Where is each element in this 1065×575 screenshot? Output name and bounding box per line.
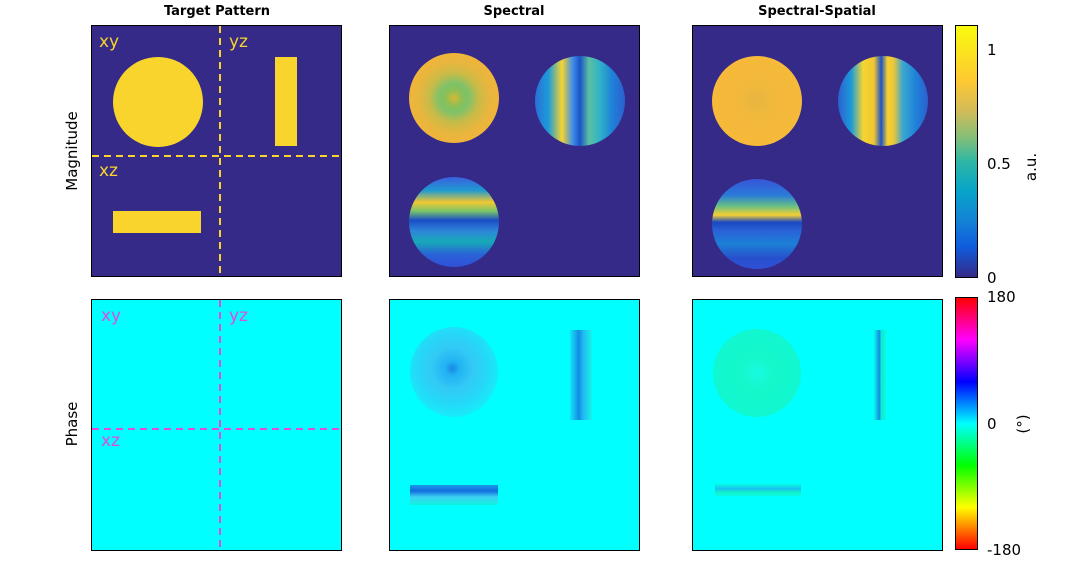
quadrant-label-yz: yz xyxy=(229,32,248,52)
phase-quadrant-label-yz: yz xyxy=(229,306,248,326)
quadrant-label-xy: xy xyxy=(99,32,120,52)
column-title-target: Target Pattern xyxy=(163,4,271,19)
magnitude-tick-0: 0 xyxy=(987,269,997,287)
target-magnitude-panel: xy yz xz xyxy=(91,25,342,277)
spectral-spatial-magnitude-panel xyxy=(692,25,943,277)
phase-tick-180: 180 xyxy=(987,288,1016,306)
column-title-spectral: Spectral xyxy=(483,4,545,19)
target-phase-panel: xy yz xz xyxy=(91,299,342,551)
row-label-phase: Phase xyxy=(63,401,81,447)
phase-unit-label: (°) xyxy=(1014,414,1032,434)
spectral-spatial-phase-panel xyxy=(692,299,943,551)
phase-quadrant-label-xy: xy xyxy=(101,306,122,326)
phase-tick-minus-180: -180 xyxy=(987,541,1022,559)
phase-quadrant-label-xz: xz xyxy=(101,431,120,451)
magnitude-tick-1: 1 xyxy=(987,41,997,59)
magnitude-tick-0-5: 0.5 xyxy=(987,155,1011,173)
magnitude-colorbar xyxy=(955,25,978,278)
quadrant-label-xz: xz xyxy=(99,161,118,181)
column-title-spectral-spatial: Spectral-Spatial xyxy=(758,4,876,19)
magnitude-unit-label: a.u. xyxy=(1022,152,1040,182)
phase-colorbar xyxy=(955,297,978,550)
row-label-magnitude: Magnitude xyxy=(63,111,81,191)
spectral-phase-panel xyxy=(389,299,640,551)
phase-tick-0: 0 xyxy=(987,415,997,433)
spectral-magnitude-panel xyxy=(389,25,640,277)
